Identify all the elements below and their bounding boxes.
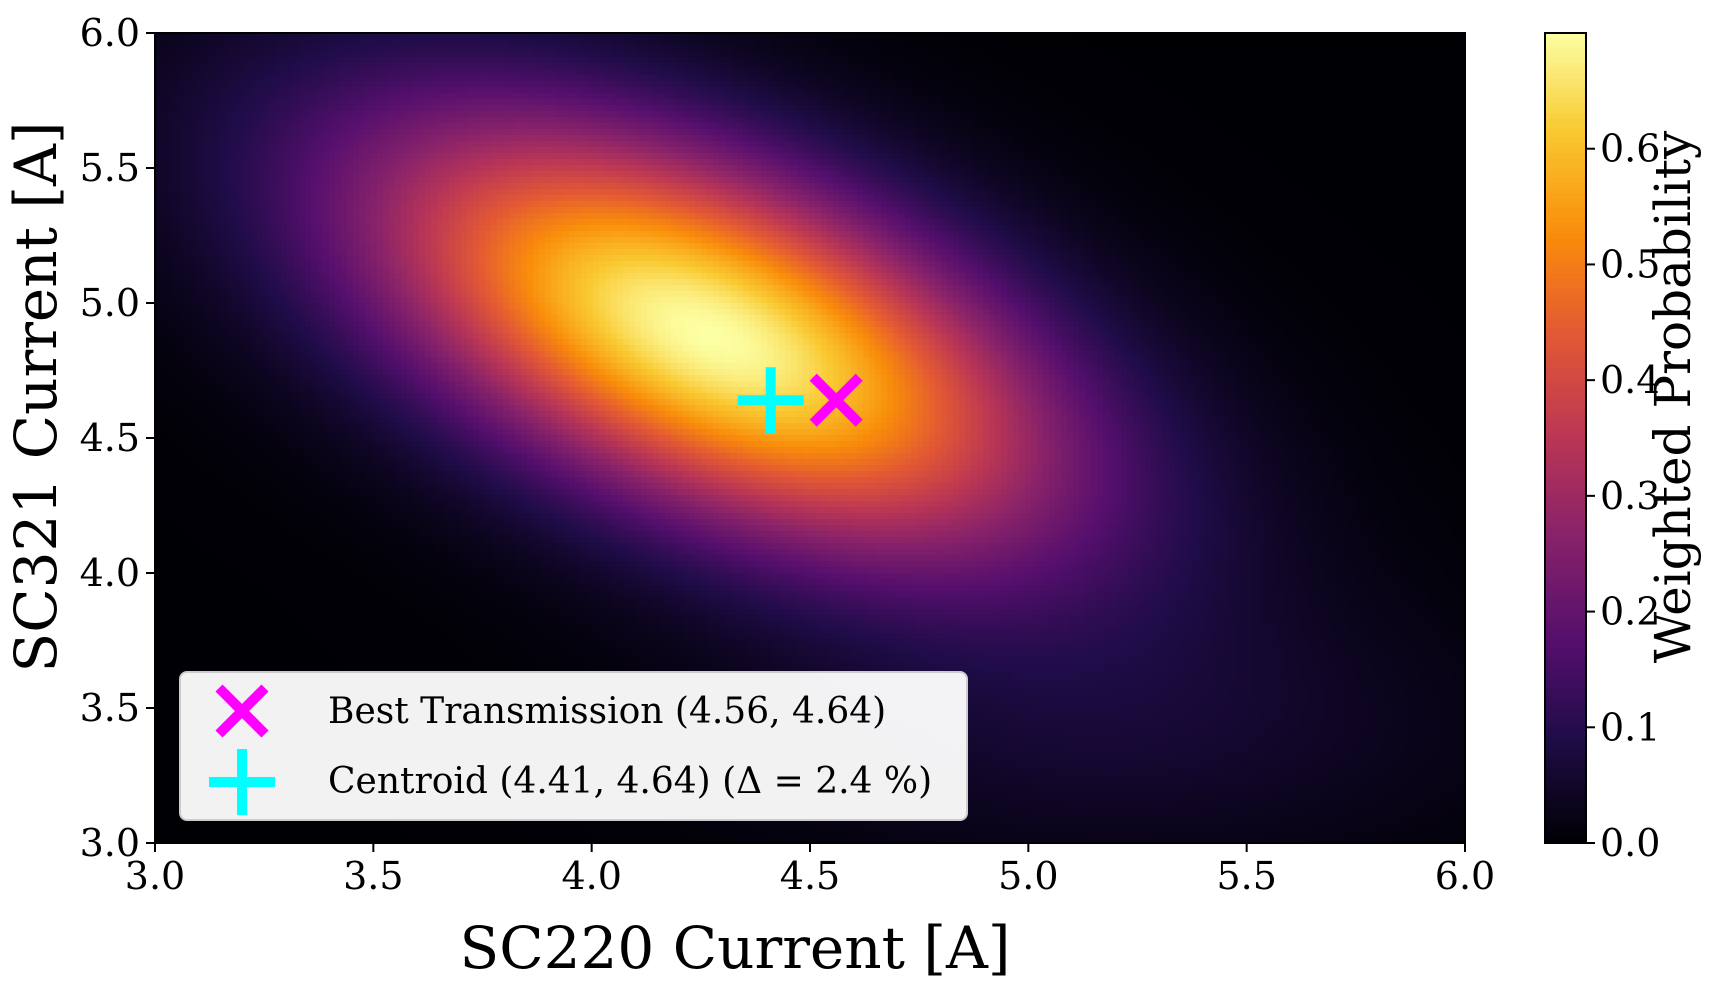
colorbar bbox=[1545, 33, 1586, 844]
legend-label: Best Transmission (4.56, 4.64) bbox=[328, 691, 886, 732]
y-tick-label: 5.0 bbox=[80, 281, 140, 325]
colorbar-label: Weighted Probability bbox=[1644, 130, 1702, 663]
y-axis-label: SC321 Current [A] bbox=[2, 122, 70, 673]
colorbar-tick-label: 0.0 bbox=[1600, 821, 1660, 865]
x-axis-label: SC220 Current [A] bbox=[460, 914, 1011, 979]
legend: Best Transmission (4.56, 4.64) Centroid (… bbox=[180, 672, 967, 820]
colorbar-tick-label: 0.1 bbox=[1600, 705, 1660, 749]
x-tick-label: 5.0 bbox=[998, 854, 1058, 898]
x-tick-label: 4.0 bbox=[561, 854, 621, 898]
y-tick-label: 5.5 bbox=[80, 146, 140, 190]
y-tick-label: 6.0 bbox=[80, 11, 140, 55]
y-tick-label: 3.0 bbox=[80, 821, 140, 865]
x-tick-label: 5.5 bbox=[1216, 854, 1276, 898]
x-tick-label: 6.0 bbox=[1435, 854, 1495, 898]
x-tick-label: 3.5 bbox=[343, 854, 403, 898]
y-tick-label: 4.5 bbox=[80, 416, 140, 460]
y-tick-label: 4.0 bbox=[80, 551, 140, 595]
y-tick-label: 3.5 bbox=[80, 686, 140, 730]
legend-label: Centroid (4.41, 4.64) (Δ = 2.4 %) bbox=[328, 761, 932, 802]
x-tick-label: 4.5 bbox=[780, 854, 840, 898]
